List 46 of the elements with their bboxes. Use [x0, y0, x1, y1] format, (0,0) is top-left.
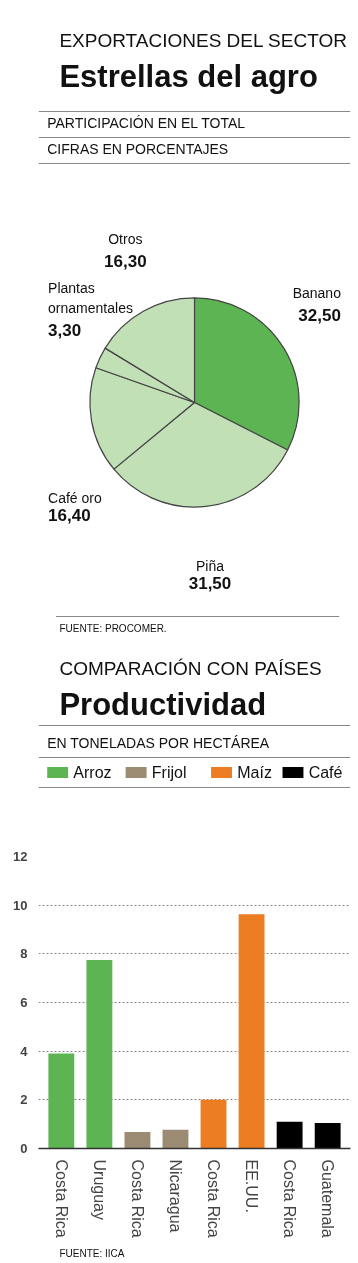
source-note: FUENTE: IICA	[59, 1248, 125, 1259]
bar	[276, 1121, 303, 1149]
x-tick-label: Nicaragua	[166, 1159, 184, 1233]
y-tick-label: 10	[13, 897, 28, 913]
bar	[48, 1053, 75, 1149]
data-label: 3,30	[48, 320, 82, 340]
bar	[238, 914, 265, 1149]
text: CIFRAS EN PORCENTAJES	[47, 140, 229, 157]
x-tick-label: Guatemala	[319, 1159, 337, 1238]
legend-label: Maíz	[237, 764, 272, 781]
legend-label: Café	[308, 764, 343, 781]
x-tick-label: Costa Rica	[281, 1159, 299, 1238]
x-tick-label: Costa Rica	[128, 1159, 146, 1238]
slice-label: Café oro	[48, 489, 102, 506]
source-note: FUENTE: PROCOMER.	[59, 623, 167, 634]
x-tick-label: EE.UU.	[243, 1159, 261, 1213]
text: PARTICIPACIÓN EN EL TOTAL	[47, 114, 246, 131]
bar	[314, 1122, 341, 1149]
slice-label: Plantas ornamentales	[48, 280, 133, 316]
legend-label: Arroz	[73, 764, 112, 781]
slice-label: Piña	[195, 557, 225, 574]
data-label: 16,40	[48, 505, 91, 525]
x-tick-label: Costa Rica	[205, 1159, 223, 1238]
bar	[200, 1099, 227, 1149]
y-tick-label: 12	[13, 849, 28, 864]
legend-label: Frijol	[151, 764, 187, 781]
data-label: 32,50	[298, 305, 341, 325]
y-tick-label: 4	[20, 1043, 29, 1059]
bar	[124, 1131, 151, 1149]
chart-subtitle: EXPORTACIONES DEL SECTOR	[59, 30, 347, 51]
y-tick-label: 6	[20, 995, 28, 1010]
chart-title: Productividad	[59, 687, 267, 722]
data-label: 31,50	[188, 573, 232, 593]
bar	[162, 1129, 189, 1149]
chart-subtitle: COMPARACIÓN CON PAÍSES	[59, 658, 322, 679]
y-axis-title: EN TONELADAS POR HECTÁREA	[47, 734, 270, 751]
chart-title: Estrellas del agro	[59, 59, 318, 94]
y-tick-label: 8	[20, 946, 28, 962]
x-tick-label: Uruguay	[90, 1159, 108, 1220]
bar	[86, 959, 113, 1149]
y-tick-label: 2	[20, 1092, 28, 1108]
x-tick-label: Costa Rica	[52, 1159, 70, 1238]
slice-label: Banano	[292, 284, 342, 301]
slice-label: Otros	[108, 230, 143, 247]
y-tick-label: 0	[20, 1141, 28, 1156]
data-label: 16,30	[104, 251, 147, 271]
